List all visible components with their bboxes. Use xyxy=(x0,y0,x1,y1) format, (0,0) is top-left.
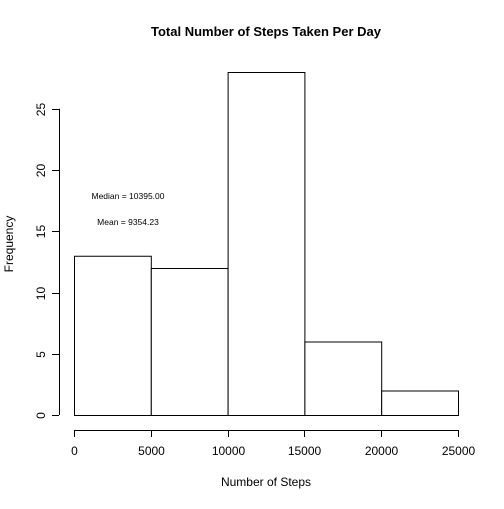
histogram-bar-4 xyxy=(381,390,460,416)
histogram-bar-0 xyxy=(74,255,152,416)
y-tick-label-0: 0 xyxy=(34,412,48,419)
bars-group xyxy=(74,72,460,416)
x-tick-label-3: 15000 xyxy=(288,444,322,458)
x-axis: 0 5000 10000 15000 20000 25000 xyxy=(71,430,476,458)
x-tick-label-5: 25000 xyxy=(442,444,476,458)
x-tick-label-1: 5000 xyxy=(138,444,165,458)
y-tick-label-5: 25 xyxy=(34,103,48,117)
x-axis-label: Number of Steps xyxy=(221,475,311,489)
x-tick-label-0: 0 xyxy=(71,444,78,458)
chart-title: Total Number of Steps Taken Per Day xyxy=(151,24,382,39)
x-tick-label-2: 10000 xyxy=(212,444,246,458)
x-tick-label-4: 20000 xyxy=(365,444,399,458)
y-axis-label: Frequency xyxy=(2,216,16,273)
median-annotation: Median = 10395.00 xyxy=(91,191,164,201)
y-tick-label-2: 10 xyxy=(34,287,48,301)
y-tick-label-4: 20 xyxy=(34,164,48,178)
y-axis: 0 5 10 15 20 25 xyxy=(34,103,60,419)
y-tick-label-1: 5 xyxy=(34,351,48,358)
histogram-bar-1 xyxy=(150,268,229,416)
mean-annotation: Mean = 9354.23 xyxy=(97,217,159,227)
y-tick-label-3: 15 xyxy=(34,225,48,239)
histogram-bar-3 xyxy=(304,341,383,416)
histogram-bar-2 xyxy=(227,72,306,416)
